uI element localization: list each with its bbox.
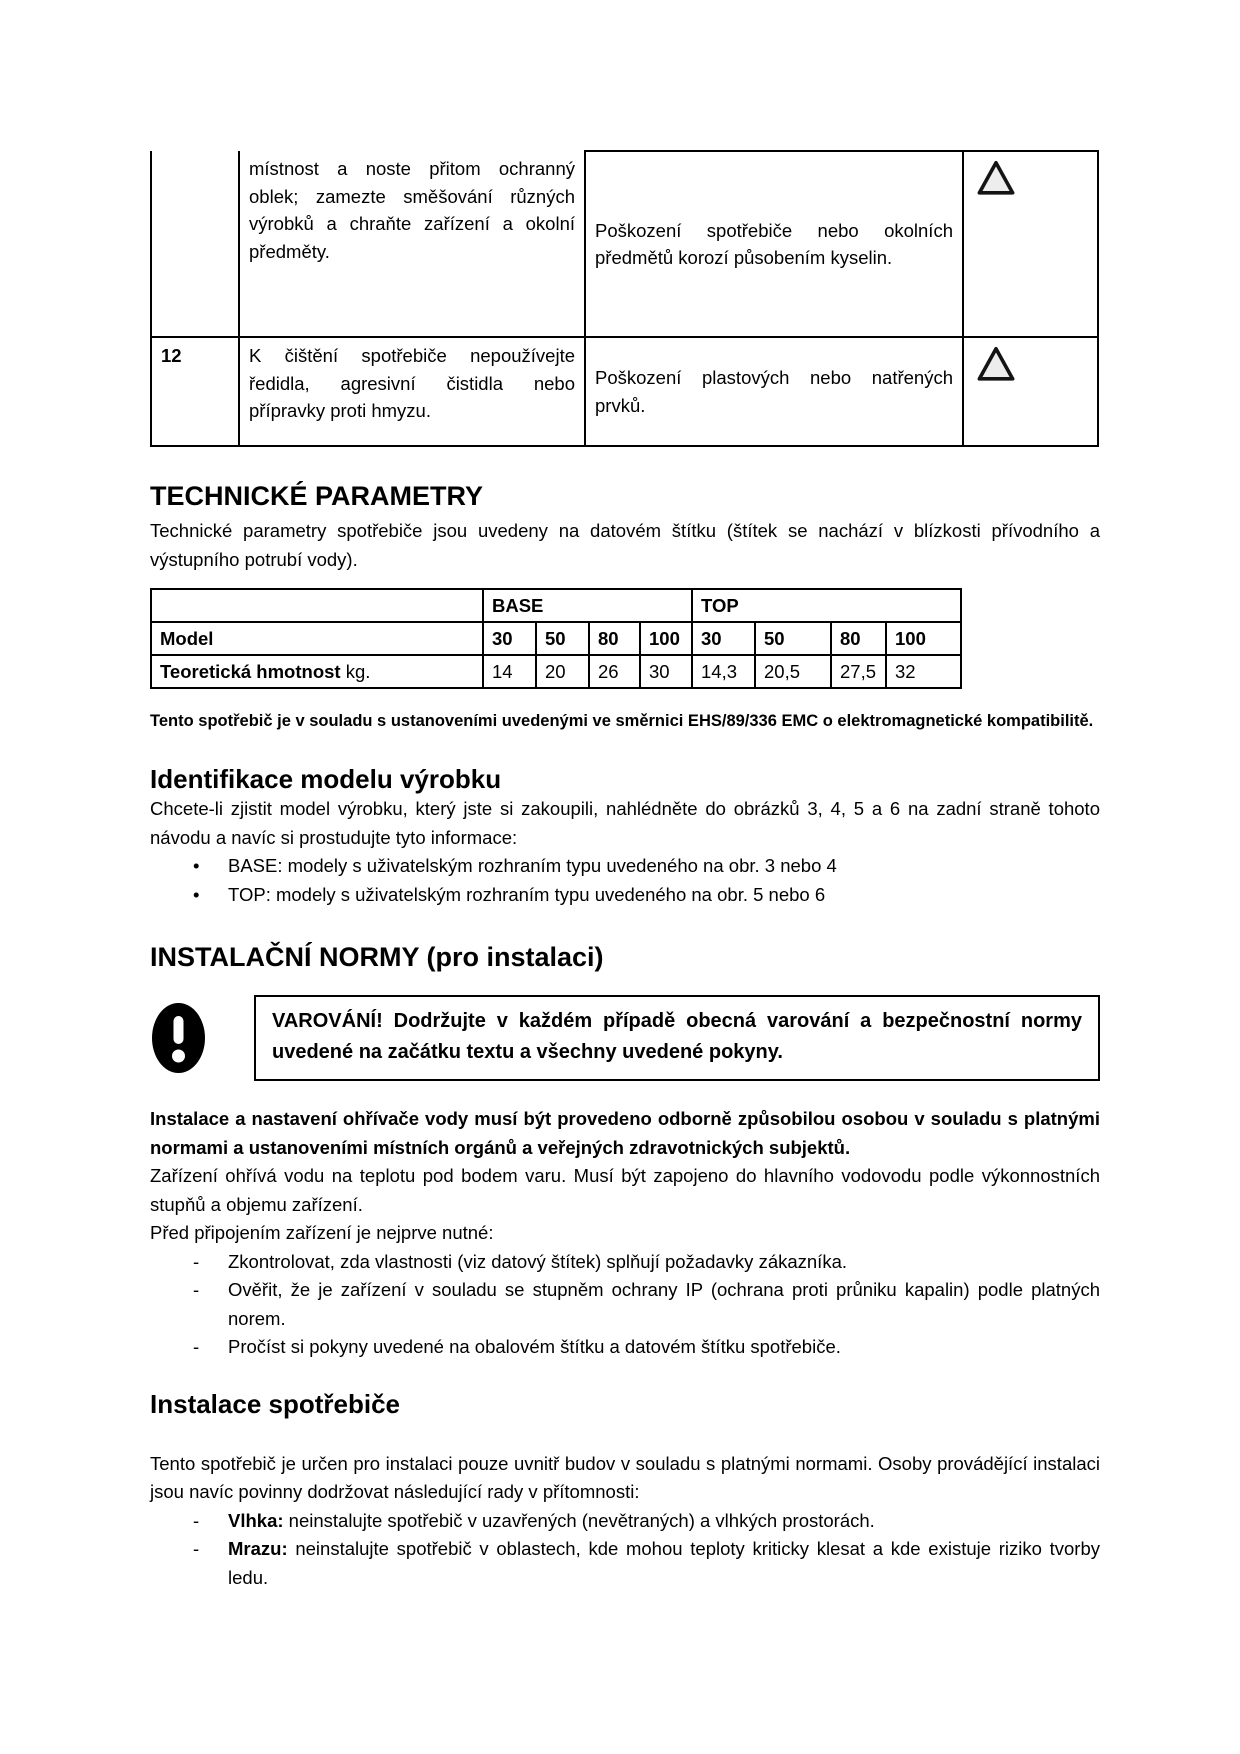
dash-icon: - — [193, 1336, 200, 1357]
model-value-cell: 100 — [639, 621, 693, 656]
weight-value-cell: 20,5 — [754, 654, 832, 689]
list-item: - Zkontrolovat, zda vlastnosti (viz dato… — [150, 1248, 1100, 1277]
risk-icon-cell — [962, 150, 1099, 338]
exclamation-icon — [150, 1001, 207, 1075]
model-value-cell: 80 — [830, 621, 887, 656]
model-value-cell: 50 — [754, 621, 832, 656]
row-number-cell — [150, 151, 240, 338]
identification-intro-paragraph: Chcete-li zjistit model výrobku, který j… — [150, 798, 1100, 848]
instruction-cell: místnost a noste přitom ochranný oblek; … — [238, 151, 586, 338]
section-heading-installation-norms: INSTALAČNÍ NORMY (pro instalaci) — [150, 942, 604, 972]
model-value-cell: 30 — [482, 621, 537, 656]
list-item-text: Ověřit, že je zařízení v souladu se stup… — [228, 1279, 1100, 1329]
bullet-icon: • — [193, 883, 200, 905]
weight-value-cell: 26 — [588, 654, 641, 689]
weight-label: Teoretická hmotnost — [160, 661, 341, 682]
model-value-cell: 80 — [588, 621, 641, 656]
risk-cell: Poškození plastových nebo natřených prvk… — [584, 336, 964, 447]
dash-icon: - — [193, 1279, 200, 1300]
list-item-text: TOP: modely s uživatelským rozhraním typ… — [228, 883, 826, 905]
section-heading-model-identification: Identifikace modelu výrobku — [150, 764, 502, 794]
model-row: Model 30 50 80 100 30 50 80 100 — [150, 621, 962, 656]
list-item-body: neinstalujte spotřebič v uzavřených (nev… — [288, 1509, 875, 1531]
weight-row: Teoretická hmotnost kg. 14 20 26 30 14,3… — [150, 654, 962, 689]
table-row: místnost a noste přitom ochranný oblek; … — [150, 150, 1099, 338]
dash-icon: - — [193, 1250, 200, 1272]
section-heading-technical-parameters: TECHNICKÉ PARAMETRY — [150, 481, 484, 511]
appliance-installation-intro: Tento spotřebič je určen pro instalaci p… — [150, 1452, 1100, 1503]
dash-icon: - — [193, 1538, 200, 1559]
risk-cell: Poškození spotřebiče nebo okolních předm… — [584, 150, 964, 338]
list-item-text: Vlhka: neinstalujte spotřebič v uzavřený… — [228, 1507, 1100, 1536]
technical-intro-paragraph: Technické parametry spotřebiče jsou uved… — [150, 520, 1100, 570]
list-item: - Mrazu: neinstalujte spotřebič v oblast… — [150, 1535, 1100, 1592]
group-header-top: TOP — [691, 588, 962, 623]
model-value-cell: 50 — [535, 621, 590, 656]
safety-instructions-table: místnost a noste přitom ochranný oblek; … — [150, 150, 1099, 447]
weight-unit: kg. — [340, 661, 371, 682]
empty-header-cell — [150, 588, 484, 623]
weight-value-cell: 14,3 — [691, 654, 756, 689]
risk-icon-cell — [962, 336, 1099, 447]
warning-triangle-icon — [976, 346, 1097, 382]
emc-compliance-note: Tento spotřebič je v souladu s ustanoven… — [150, 712, 1094, 730]
list-item-text: Mrazu: neinstalujte spotřebič v oblastec… — [228, 1535, 1100, 1592]
instruction-cell: K čištění spotřebiče nepoužívejte ředidl… — [238, 336, 586, 447]
list-item: • BASE: modely s uživatelským rozhraním … — [150, 852, 1100, 881]
list-item-lead: Mrazu: — [228, 1538, 288, 1559]
row-number-cell: 12 — [150, 336, 240, 447]
group-header-base: BASE — [482, 588, 693, 623]
list-item: • TOP: modely s uživatelským rozhraním t… — [150, 881, 1100, 910]
table-header-row: BASE TOP — [150, 588, 962, 623]
list-item: - Ověřit, že je zařízení v souladu se st… — [150, 1276, 1100, 1333]
operation-description-paragraph: Zařízení ohřívá vodu na teplotu pod bode… — [150, 1165, 1100, 1215]
weight-value-cell: 27,5 — [830, 654, 887, 689]
model-value-cell: 30 — [691, 621, 756, 656]
warning-text-box: VAROVÁNÍ! Dodržujte v každém případě obe… — [254, 995, 1100, 1081]
weight-value-cell: 14 — [482, 654, 537, 689]
list-item-body: neinstalujte spotřebič v oblastech, kde … — [228, 1538, 1101, 1588]
list-item-lead: Vlhka: — [228, 1509, 284, 1531]
pre-connection-intro: Před připojením zařízení je nejprve nutn… — [150, 1222, 494, 1243]
model-label-cell: Model — [150, 621, 484, 656]
warning-triangle-icon — [976, 160, 1097, 196]
list-item-text: Pročíst si pokyny uvedené na obalovém št… — [228, 1336, 841, 1357]
weight-value-cell: 20 — [535, 654, 590, 689]
list-item-text: Zkontrolovat, zda vlastnosti (viz datový… — [228, 1250, 848, 1272]
weight-value-cell: 32 — [885, 654, 962, 689]
model-value-cell: 100 — [885, 621, 962, 656]
weight-value-cell: 30 — [639, 654, 693, 689]
bullet-icon: • — [193, 855, 200, 876]
section-heading-appliance-installation: Instalace spotřebiče — [150, 1388, 400, 1419]
parameters-table: BASE TOP Model 30 50 80 100 30 50 80 100… — [150, 588, 962, 689]
installation-requirement-paragraph: Instalace a nastavení ohřívače vody musí… — [150, 1108, 1100, 1158]
weight-label-cell: Teoretická hmotnost kg. — [150, 654, 484, 689]
dash-icon: - — [193, 1509, 200, 1531]
list-item-text: BASE: modely s uživatelským rozhraním ty… — [228, 855, 837, 876]
warning-banner: VAROVÁNÍ! Dodržujte v každém případě obe… — [150, 995, 1100, 1081]
list-item: - Vlhka: neinstalujte spotřebič v uzavře… — [150, 1507, 1100, 1536]
list-item: - Pročíst si pokyny uvedené na obalovém … — [150, 1333, 1100, 1362]
page-content: místnost a noste přitom ochranný oblek; … — [150, 0, 1100, 1592]
table-row: 12 K čištění spotřebiče nepoužívejte řed… — [150, 336, 1099, 447]
